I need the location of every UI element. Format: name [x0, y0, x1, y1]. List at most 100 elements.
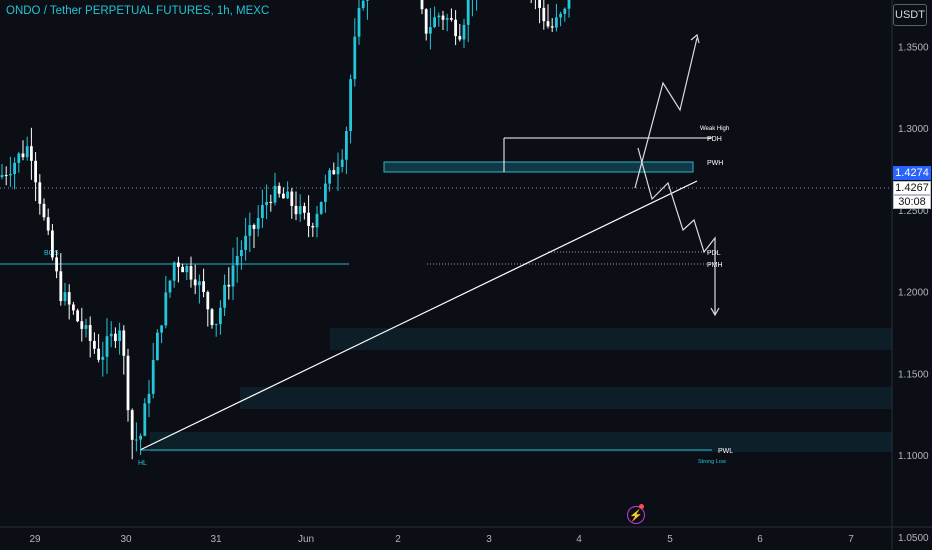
- candle-body: [9, 173, 12, 176]
- candle-body: [0, 175, 4, 178]
- candle-body: [156, 332, 159, 360]
- candle-body: [114, 333, 117, 342]
- candle-body: [563, 8, 567, 14]
- bearish-arrow-head: [710, 307, 720, 317]
- price-scale[interactable]: 1.60001.55001.50001.45001.40001.35001.30…: [898, 0, 929, 544]
- candle-body: [277, 185, 281, 194]
- candle-body: [21, 153, 25, 158]
- candle-body: [248, 224, 252, 236]
- candle-body: [315, 213, 319, 228]
- candle-body: [366, 0, 369, 1]
- candle-body: [88, 325, 92, 341]
- candle-body: [424, 9, 428, 34]
- candle-body: [17, 153, 21, 163]
- candle-body: [567, 0, 571, 9]
- candle-body: [30, 146, 33, 161]
- trendline: [139, 180, 698, 451]
- candle-body: [240, 249, 243, 257]
- candle-body: [340, 159, 344, 167]
- candle-body: [4, 175, 8, 177]
- candle-body: [294, 205, 298, 215]
- candle-body: [353, 36, 357, 80]
- candle-body: [139, 435, 142, 440]
- candle-body: [244, 235, 247, 250]
- last-price-badge: 1.4274: [893, 166, 931, 180]
- candle-body: [135, 439, 138, 441]
- bullish-projection: [634, 37, 698, 189]
- candle-body: [433, 17, 436, 28]
- candle-body: [143, 403, 147, 436]
- candle-body: [546, 21, 550, 27]
- candle-body: [319, 201, 323, 214]
- candle-body: [454, 19, 457, 37]
- candle-body: [177, 262, 180, 267]
- candle-body: [361, 0, 365, 9]
- candle-body: [282, 193, 285, 199]
- candle-body: [168, 280, 172, 293]
- close-price-badge: 1.4267: [893, 181, 931, 195]
- candle-body: [235, 256, 239, 266]
- candle-body: [210, 309, 214, 326]
- time-tick-label: 6: [757, 534, 763, 545]
- candle-body: [185, 266, 189, 273]
- pdh-label: PDH: [707, 136, 722, 143]
- chart-title: ONDO / Tether PERPETUAL FUTURES, 1h, MEX…: [6, 5, 270, 17]
- candle-body: [214, 324, 218, 326]
- candle-body: [311, 226, 315, 228]
- candle-body: [420, 0, 424, 10]
- candle-body: [172, 262, 176, 281]
- candle-body: [93, 340, 96, 349]
- candle-body: [555, 17, 558, 28]
- candle-body: [130, 410, 134, 440]
- candle-body: [25, 146, 29, 158]
- notification-dot: [639, 504, 644, 509]
- lightning-icon[interactable]: ⚡: [627, 506, 645, 524]
- candle-body: [462, 24, 466, 40]
- candle-body: [51, 230, 54, 258]
- candle-body: [193, 279, 197, 286]
- price-tick-label: 1.2000: [898, 288, 929, 299]
- currency-button[interactable]: USDT: [893, 4, 927, 26]
- candle-body: [118, 330, 121, 342]
- pdl-label: PDL: [707, 250, 721, 257]
- candle-body: [550, 26, 554, 28]
- demand-zone-1: [330, 328, 892, 350]
- candle-body: [231, 265, 235, 287]
- candle-body: [42, 203, 46, 218]
- candle-body: [357, 8, 361, 37]
- candle-body: [349, 79, 352, 132]
- candle-body: [105, 336, 109, 357]
- candle-body: [227, 284, 231, 287]
- time-scale[interactable]: 29 30 31 Jun 2 3 4 5 6 7: [29, 534, 854, 545]
- candle-body: [219, 307, 222, 325]
- candle-body: [298, 206, 302, 215]
- candle-body: [34, 160, 37, 183]
- candle-body: [286, 191, 289, 199]
- candle-body: [290, 191, 294, 206]
- bearish-projection: [637, 147, 716, 314]
- candle-body: [303, 206, 306, 213]
- pwl-label: PWL: [718, 448, 733, 455]
- candle-body: [164, 292, 168, 326]
- candle-body: [559, 13, 562, 18]
- candle-body: [67, 292, 71, 305]
- candle-body: [252, 224, 256, 229]
- candle-body: [151, 359, 155, 394]
- candle-body: [324, 183, 327, 202]
- price-tick-label: 1.3500: [898, 42, 929, 53]
- candle-body: [345, 131, 348, 160]
- candle-body: [538, 0, 541, 8]
- candle-body: [38, 182, 42, 204]
- candle-body: [202, 281, 205, 292]
- strong-low-label: Strong Low: [698, 459, 726, 465]
- time-tick-label: 3: [486, 534, 492, 545]
- time-tick-label: 31: [210, 534, 222, 545]
- weak-high-label: Weak High: [700, 126, 729, 132]
- time-tick-label: 5: [667, 534, 673, 545]
- time-tick-label: Jun: [298, 534, 314, 545]
- candle-body: [147, 393, 151, 404]
- candle-body: [441, 15, 445, 20]
- candle-body: [542, 7, 546, 22]
- demand-zone-2: [240, 387, 892, 409]
